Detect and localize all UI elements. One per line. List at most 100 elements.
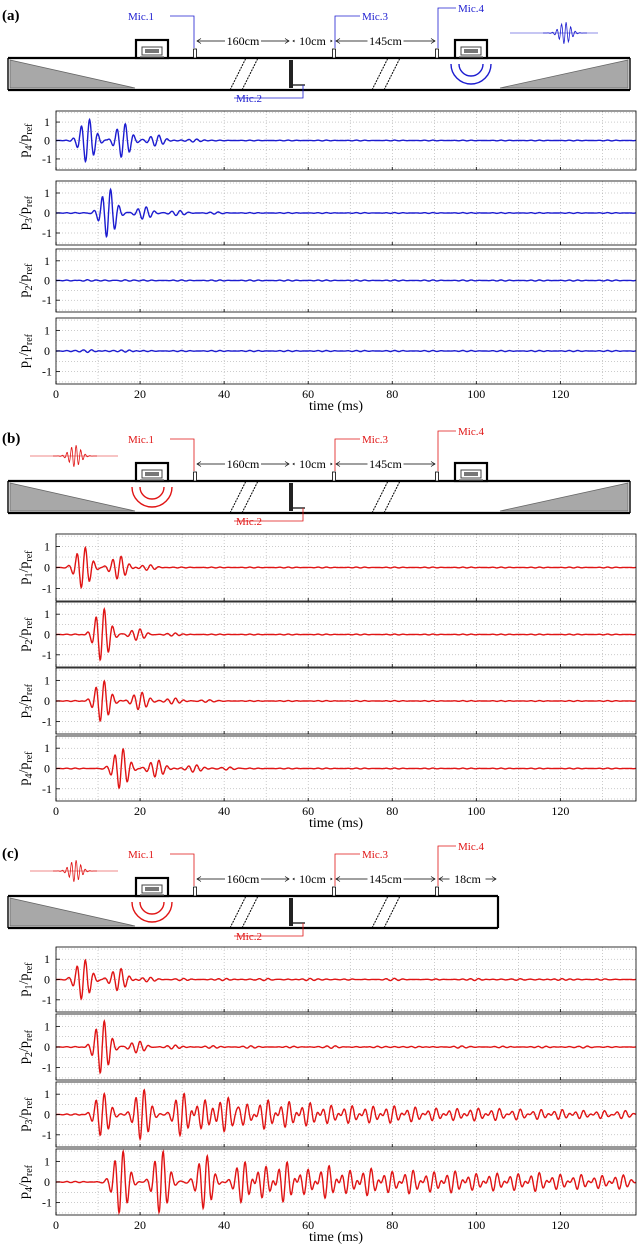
dimension-label-4: 18cm bbox=[454, 872, 481, 886]
y-axis-label: p2/pref bbox=[17, 1029, 35, 1064]
mic-label-1: Mic.1 bbox=[128, 434, 154, 446]
y-label-part: ref bbox=[24, 1097, 35, 1109]
y-label-part: ref bbox=[24, 962, 35, 974]
signal-line bbox=[56, 958, 636, 1001]
subplot-3: 1 0 -1 p3/pref bbox=[17, 1081, 637, 1148]
y-tick-label: -1 bbox=[42, 1128, 52, 1142]
mic-leader-4 bbox=[234, 508, 304, 522]
y-label-part: 4 bbox=[24, 1187, 35, 1192]
break-mark-1b bbox=[241, 480, 259, 514]
panel-label: (c) bbox=[2, 846, 19, 862]
dimension-label-2: 10cm bbox=[299, 34, 326, 48]
anechoic-wedge-right bbox=[499, 59, 629, 89]
mic-label-4: Mic.2 bbox=[236, 516, 262, 528]
dimension-arrow-right bbox=[430, 38, 436, 44]
mic-1-sensor bbox=[193, 471, 197, 482]
speaker-cone bbox=[141, 469, 163, 479]
mic-leader-2 bbox=[334, 438, 360, 471]
y-label-part: p bbox=[17, 645, 32, 652]
panel-c: (c) Mic.1 Mic.3 Mic.4 Mic.2 160cm 10cm 145cm 18c… bbox=[2, 841, 637, 1245]
mic-4-sensor bbox=[435, 886, 439, 897]
mic-label-3: Mic.4 bbox=[458, 841, 484, 853]
y-label-part: 4 bbox=[24, 774, 35, 779]
y-tick-label: -1 bbox=[42, 782, 52, 796]
speaker-cone bbox=[460, 469, 482, 479]
y-axis-label: p3/pref bbox=[17, 683, 35, 718]
subplot-2: 1 0 -1 p2/pref bbox=[17, 1013, 637, 1081]
signal-line bbox=[56, 606, 636, 662]
signal-line bbox=[56, 349, 637, 354]
dimension-arrow-left bbox=[196, 38, 202, 44]
break-mark-1a bbox=[229, 895, 247, 929]
dimension-label-3: 145cm bbox=[369, 34, 402, 48]
signal-line bbox=[56, 1088, 637, 1142]
y-label-part: ref bbox=[24, 550, 35, 562]
y-axis-label: p2/pref bbox=[17, 263, 35, 298]
dimension-label-1: 160cm bbox=[227, 872, 260, 886]
y-tick-label: -1 bbox=[42, 152, 52, 166]
break-mark-1a bbox=[229, 57, 247, 91]
signal-line bbox=[56, 187, 636, 239]
dimension-arrow-left bbox=[335, 876, 341, 882]
y-label-part: p bbox=[17, 1057, 32, 1064]
x-tick-label: 0 bbox=[53, 1218, 59, 1232]
signal-line bbox=[56, 545, 637, 590]
y-label-part: /p bbox=[17, 275, 32, 286]
speaker-right bbox=[453, 38, 489, 60]
x-tick-label: 120 bbox=[551, 1218, 569, 1232]
y-tick-label: 0 bbox=[44, 1040, 50, 1054]
mic-4-sensor bbox=[435, 471, 439, 482]
y-label-part: /p bbox=[17, 1176, 32, 1187]
panel-label: (a) bbox=[2, 8, 20, 24]
subplot-2: 1 0 -1 p2/pref bbox=[17, 601, 637, 668]
dimension-arrow-right bbox=[430, 461, 436, 467]
y-label-part: p bbox=[17, 578, 32, 585]
dimension-label-bg bbox=[367, 871, 404, 885]
anechoic-wedge-left bbox=[9, 482, 136, 512]
dimension-label-3: 145cm bbox=[369, 872, 402, 886]
break-mark-2a bbox=[371, 480, 389, 514]
signal-line bbox=[56, 1019, 637, 1075]
signal-line bbox=[56, 117, 636, 164]
dimension-arrow-right bbox=[284, 461, 290, 467]
subplot-2: 1 0 -1 p3/pref bbox=[17, 180, 637, 246]
dimension-label-3: 145cm bbox=[369, 457, 402, 471]
dimension-arrow-right bbox=[491, 876, 497, 882]
y-tick-label: -1 bbox=[42, 1061, 52, 1075]
mic-label-1: Mic.1 bbox=[128, 11, 154, 23]
anechoic-wedge-right bbox=[499, 482, 629, 512]
dimension-label-bg bbox=[225, 33, 261, 47]
mic-leader-3 bbox=[437, 845, 456, 886]
speaker-magnet bbox=[145, 887, 159, 891]
radiation-arc-1 bbox=[458, 63, 484, 77]
y-tick-label: 1 bbox=[44, 540, 50, 554]
mic-leader-2 bbox=[334, 853, 360, 886]
mic-label-2: Mic.3 bbox=[362, 849, 388, 861]
y-tick-label: 1 bbox=[44, 673, 50, 687]
y-tick-label: 1 bbox=[44, 607, 50, 621]
subplot-1: 10-1p1/pref bbox=[17, 946, 637, 1013]
y-axis-label: p4/pref bbox=[17, 751, 35, 786]
dimension-arrow-right bbox=[284, 38, 290, 44]
break-mark-2b bbox=[383, 895, 401, 929]
y-tick-label: -1 bbox=[42, 648, 52, 662]
y-tick-label: 0 bbox=[44, 274, 50, 288]
speaker-magnet bbox=[464, 49, 478, 53]
mic-label-1: Mic.1 bbox=[128, 849, 154, 861]
y-label-part: p bbox=[17, 1192, 32, 1199]
x-tick-label: 40 bbox=[218, 804, 230, 818]
x-tick-label: 20 bbox=[134, 804, 146, 818]
dimension-label-2: 10cm bbox=[299, 872, 326, 886]
dimension-label-bg bbox=[294, 456, 331, 470]
y-tick-label: 0 bbox=[44, 344, 50, 358]
y-tick-label: -1 bbox=[42, 226, 52, 240]
y-label-part: /p bbox=[17, 1109, 32, 1120]
anechoic-wedge-left bbox=[9, 897, 136, 927]
break-mark-1b bbox=[241, 57, 259, 91]
mic-1-sensor bbox=[193, 886, 197, 897]
mic-3-sensor bbox=[332, 886, 336, 897]
y-tick-label: 1 bbox=[44, 1154, 50, 1168]
dimension-arrow-left bbox=[335, 38, 341, 44]
